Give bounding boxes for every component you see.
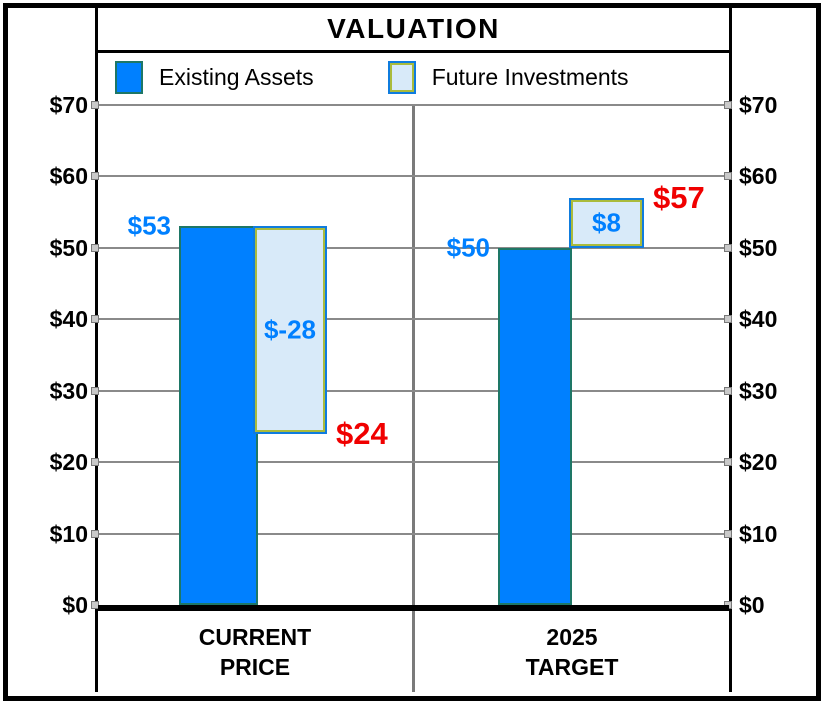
category-divider-line: [412, 104, 415, 692]
y-tick-label-right: $60: [739, 163, 778, 190]
chart-title: VALUATION: [327, 12, 500, 44]
category-label-line: PRICE: [219, 653, 291, 680]
gridline-handle-icon: [91, 101, 99, 109]
y-tick-label-right: $70: [739, 92, 778, 118]
gridline-40: [98, 318, 729, 321]
gridline-handle-icon: [91, 386, 99, 395]
chart-frame: VALUATION Existing Assets Future Investm…: [91, 7, 732, 692]
legend-item-existing-assets: Existing Assets: [115, 60, 314, 94]
legend-item-future-investments: Future Investments: [387, 60, 629, 94]
legend-label: Future Investments: [431, 63, 629, 90]
bar-existing-0: [179, 226, 258, 605]
bar-value-label: $50: [446, 232, 490, 263]
y-tick-label-left: $40: [49, 306, 88, 333]
gridline-70: [98, 104, 729, 106]
bar-future-1: [253, 226, 327, 434]
gridline-handle-icon: [91, 458, 99, 467]
category-label-line: CURRENT: [198, 623, 312, 650]
gridline-handle-icon: [724, 386, 732, 395]
existing-assets-swatch-icon: [115, 60, 143, 94]
gridline-handle-icon: [724, 172, 732, 181]
gridline-handle-icon: [91, 172, 99, 181]
y-tick-label-left: $60: [49, 163, 88, 190]
y-tick-label-left: $10: [49, 520, 88, 547]
bar-existing-2: [498, 247, 572, 605]
gridline-60: [98, 175, 729, 178]
y-tick-label-right: $40: [739, 306, 778, 333]
result-value-label: $24: [336, 415, 388, 451]
gridline-50: [98, 246, 729, 249]
bar-future-3: [569, 197, 644, 248]
y-tick-label-right: $0: [739, 592, 765, 618]
category-label-line: 2025: [546, 623, 598, 650]
category-label-1: 2025 TARGET: [415, 611, 729, 692]
gridline-handle-icon: [724, 101, 732, 109]
gridline-10: [98, 532, 729, 535]
y-tick-label-right: $30: [739, 377, 778, 404]
gridline-handle-icon: [91, 243, 99, 252]
result-value-label: $57: [653, 179, 705, 215]
bar-value-label: $-28: [263, 314, 317, 345]
category-axis: CURRENT PRICE 2025 TARGET: [98, 611, 729, 692]
gridline-20: [98, 461, 729, 464]
gridline-handle-icon: [724, 529, 732, 538]
gridline-handle-icon: [91, 315, 99, 324]
category-label-0: CURRENT PRICE: [98, 611, 412, 692]
y-tick-label-left: $30: [49, 377, 88, 404]
y-tick-label-left: $0: [62, 592, 88, 618]
y-tick-label-right: $50: [739, 234, 778, 261]
y-tick-label-left: $70: [49, 92, 88, 118]
gridline-30: [98, 389, 729, 392]
title-row: VALUATION: [98, 7, 729, 53]
legend: Existing Assets Future Investments: [98, 53, 729, 101]
y-tick-label-right: $20: [739, 449, 778, 476]
x-axis-baseline: [98, 605, 729, 611]
y-tick-label-right: $10: [739, 520, 778, 547]
gridline-handle-icon: [91, 529, 99, 538]
future-investments-swatch-icon: [387, 60, 416, 94]
bar-value-label: $8: [592, 207, 621, 238]
y-tick-label-left: $50: [49, 234, 88, 261]
legend-label: Existing Assets: [159, 63, 314, 90]
gridline-handle-icon: [724, 243, 732, 252]
gridline-handle-icon: [724, 458, 732, 467]
category-label-line: TARGET: [525, 653, 619, 680]
bar-value-label: $53: [127, 210, 171, 241]
gridline-handle-icon: [724, 315, 732, 324]
y-tick-label-left: $20: [49, 449, 88, 476]
